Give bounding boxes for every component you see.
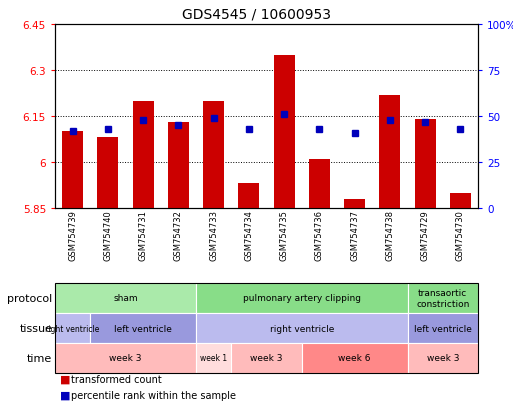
- Text: pulmonary artery clipping: pulmonary artery clipping: [243, 294, 361, 303]
- Bar: [168, 123, 189, 209]
- Text: transformed count: transformed count: [71, 374, 162, 384]
- Text: transaortic
constriction: transaortic constriction: [416, 289, 469, 308]
- Bar: [415, 120, 436, 209]
- Text: week 6: week 6: [339, 354, 371, 363]
- Text: week 3: week 3: [109, 354, 142, 363]
- Bar: [344, 199, 365, 209]
- Bar: [132, 102, 154, 209]
- Text: percentile rank within the sample: percentile rank within the sample: [71, 390, 236, 400]
- Text: week 3: week 3: [250, 354, 283, 363]
- Text: tissue: tissue: [19, 323, 52, 333]
- Bar: [62, 132, 83, 209]
- Bar: [309, 159, 330, 209]
- Bar: [239, 184, 260, 209]
- Bar: [97, 138, 119, 209]
- Bar: [203, 102, 224, 209]
- Text: time: time: [27, 353, 52, 363]
- Text: right ventricle: right ventricle: [46, 324, 100, 333]
- Text: GDS4545 / 10600953: GDS4545 / 10600953: [182, 7, 331, 21]
- Text: sham: sham: [113, 294, 138, 303]
- Text: week 3: week 3: [426, 354, 459, 363]
- Bar: [273, 55, 294, 209]
- Text: ■: ■: [60, 390, 71, 400]
- Text: left ventricle: left ventricle: [114, 324, 172, 333]
- Text: ■: ■: [60, 374, 71, 384]
- Bar: [379, 95, 401, 209]
- Text: left ventricle: left ventricle: [414, 324, 471, 333]
- Text: protocol: protocol: [7, 293, 52, 303]
- Bar: [450, 193, 471, 209]
- Text: right ventricle: right ventricle: [269, 324, 334, 333]
- Text: week 1: week 1: [200, 354, 227, 363]
